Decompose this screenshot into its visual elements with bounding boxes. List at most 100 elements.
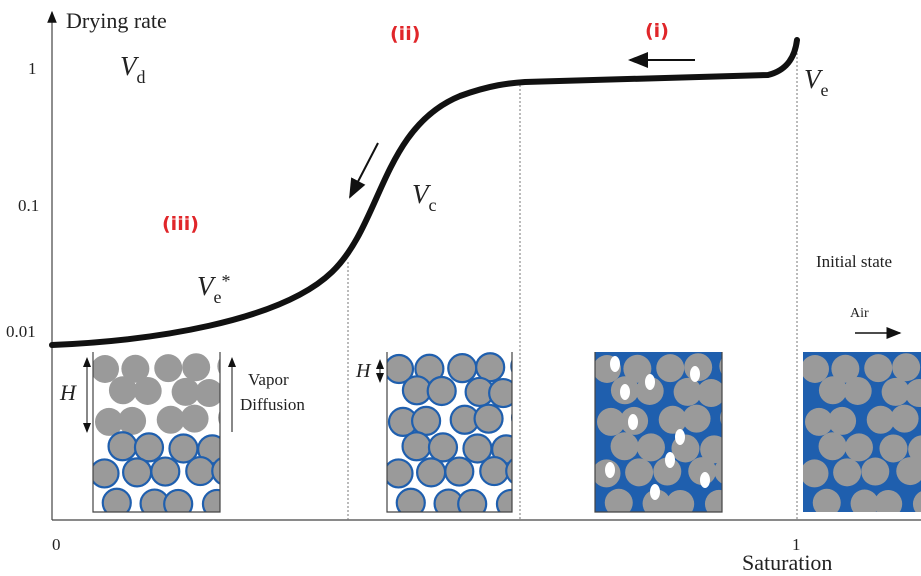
grain	[833, 458, 862, 487]
grain	[890, 404, 919, 433]
grain	[133, 432, 165, 463]
grain	[666, 489, 695, 512]
grain	[195, 379, 220, 408]
grain	[866, 405, 895, 434]
grain	[818, 432, 847, 461]
symbol: V	[197, 271, 217, 301]
grain	[636, 433, 665, 462]
grain	[410, 405, 442, 436]
grain	[217, 357, 220, 375]
grain	[623, 354, 652, 383]
drying-curve	[49, 37, 800, 348]
grain	[844, 433, 873, 462]
grain	[874, 489, 903, 512]
grain	[108, 376, 137, 405]
grain	[912, 491, 921, 512]
grain	[879, 434, 908, 463]
y-tick-label: 1	[28, 59, 37, 78]
subscript: e	[821, 80, 829, 100]
regime-label: (i)	[645, 20, 669, 42]
symbol-vd: Vd	[120, 51, 146, 87]
x-tick-label: 0	[52, 535, 61, 554]
grain	[118, 406, 147, 435]
grain	[154, 354, 183, 383]
grain	[133, 376, 162, 405]
pore-box	[387, 352, 512, 512]
grain	[510, 412, 512, 424]
grain	[656, 354, 685, 383]
y-tick-label: 0.1	[18, 196, 39, 215]
grain	[881, 377, 910, 406]
grain	[150, 456, 181, 487]
grain	[803, 459, 829, 488]
regime-label: (iii)	[162, 213, 199, 235]
grain	[864, 354, 893, 383]
grain	[395, 487, 426, 512]
grain	[642, 489, 671, 512]
grain	[896, 457, 921, 486]
grain	[505, 458, 512, 484]
grain	[828, 406, 857, 435]
grain	[201, 488, 220, 512]
grain	[831, 354, 860, 383]
pore-box	[803, 352, 921, 512]
air-pocket	[650, 484, 660, 500]
grain	[908, 435, 921, 464]
grain	[719, 357, 722, 375]
grain	[803, 355, 829, 383]
air-pocket	[645, 374, 655, 390]
grain	[720, 410, 722, 425]
symbol-ve: Ve	[804, 64, 829, 100]
grain	[182, 353, 211, 382]
grain	[892, 353, 921, 382]
grain	[211, 457, 220, 485]
grain	[596, 407, 625, 436]
grain	[401, 431, 432, 462]
pore-boxes	[92, 352, 921, 513]
grain	[416, 457, 447, 488]
grain	[635, 376, 664, 405]
grain	[122, 457, 153, 488]
grain	[185, 455, 216, 487]
grain	[905, 379, 921, 408]
grain	[427, 432, 459, 463]
grain	[610, 432, 639, 461]
grain	[447, 353, 478, 384]
air-pocket	[675, 429, 685, 445]
air-pocket	[700, 472, 710, 488]
grain	[107, 431, 138, 462]
grain	[682, 404, 711, 433]
height-label: H	[355, 360, 372, 382]
grain	[697, 379, 722, 408]
symbol-ve-star: Ve*	[197, 271, 231, 307]
air-pocket	[605, 462, 615, 478]
diffusion-label: Diffusion	[240, 395, 305, 414]
direction-arrow	[349, 142, 379, 199]
grain	[387, 353, 415, 385]
symbol: V	[120, 51, 140, 81]
air-pocket	[628, 414, 638, 430]
air-label: Air	[850, 306, 869, 321]
grain	[658, 405, 687, 434]
pore-box	[93, 353, 220, 512]
grain	[387, 458, 414, 489]
grain	[700, 435, 722, 464]
grain	[653, 457, 682, 486]
container	[386, 352, 513, 513]
grain	[444, 456, 475, 487]
subscript: c	[429, 195, 437, 215]
air-pocket	[690, 366, 700, 382]
grain	[163, 488, 194, 512]
air-pocket	[620, 384, 630, 400]
grain	[171, 377, 200, 406]
subscript: e	[214, 287, 222, 307]
grain	[604, 488, 633, 512]
grain	[479, 455, 510, 487]
subscript: d	[137, 67, 146, 87]
grain	[861, 457, 890, 486]
grain	[488, 377, 512, 409]
grain	[94, 407, 123, 436]
x-tick-label: 1	[792, 535, 801, 554]
regime-label: (ii)	[390, 23, 420, 45]
